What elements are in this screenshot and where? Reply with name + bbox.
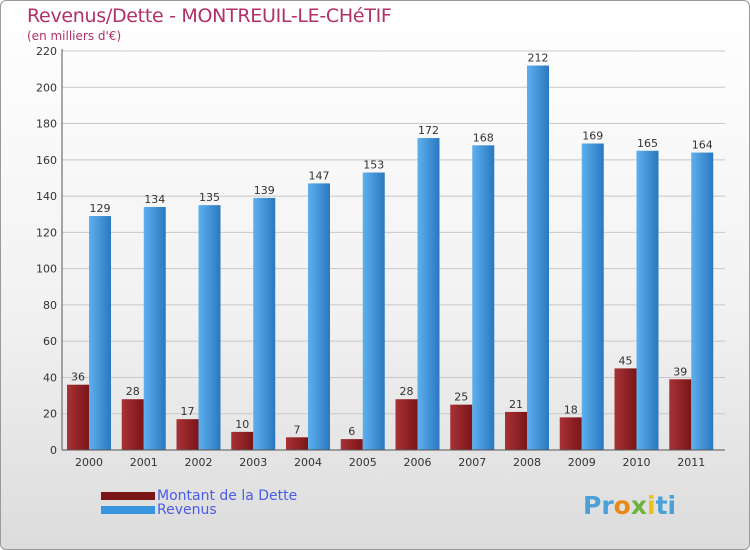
bar-dette	[395, 399, 418, 450]
data-label-dette: 18	[564, 403, 578, 416]
x-tick-label: 2007	[458, 456, 486, 469]
logo-letter: t	[655, 491, 668, 520]
y-tick-label: 180	[36, 118, 57, 131]
y-tick-label: 120	[36, 226, 57, 239]
data-label-revenus: 172	[418, 124, 439, 137]
x-tick-label: 2005	[349, 456, 377, 469]
bar-dette	[286, 437, 308, 450]
y-tick-label: 100	[36, 263, 57, 276]
bar-dette	[450, 404, 473, 450]
bar-dette	[176, 419, 199, 450]
data-label-dette: 28	[126, 385, 140, 398]
legend-swatch-dette	[101, 492, 155, 500]
axes	[61, 49, 725, 451]
data-label-dette: 6	[348, 425, 355, 438]
chart-subtitle: (en milliers d'€)	[27, 29, 122, 43]
data-label-revenus: 134	[144, 193, 165, 206]
bar-revenus	[636, 150, 659, 450]
bar-revenus	[527, 65, 549, 450]
x-tick-label: 2003	[239, 456, 267, 469]
x-tick-label: 2002	[185, 456, 213, 469]
y-tick-label: 80	[43, 299, 57, 312]
bar-revenus	[691, 152, 714, 450]
logo-letter: x	[630, 491, 647, 520]
y-tick-label: 0	[50, 444, 57, 457]
legend-label-revenus: Revenus	[157, 502, 217, 518]
data-label-revenus: 153	[363, 159, 384, 172]
data-label-revenus: 164	[692, 139, 713, 152]
data-label-dette: 25	[454, 391, 468, 404]
bar-revenus	[308, 183, 330, 451]
bar-revenus	[472, 145, 495, 451]
data-label-revenus: 168	[473, 131, 494, 144]
y-tick-label: 140	[36, 190, 57, 203]
y-tick-label: 220	[36, 45, 57, 58]
x-tick-label: 2001	[130, 456, 158, 469]
data-label-revenus: 212	[528, 52, 549, 65]
x-tick-label: 2000	[75, 456, 103, 469]
x-tick-label: 2004	[294, 456, 322, 469]
bar-revenus	[581, 143, 604, 450]
data-label-dette: 7	[294, 423, 301, 436]
data-label-revenus: 135	[199, 191, 220, 204]
logo-letter: P	[583, 491, 602, 520]
proxiti-logo: Proxiti	[583, 491, 676, 520]
data-label-dette: 45	[619, 354, 633, 367]
bar-dette	[340, 439, 363, 450]
legend-swatch-revenus	[101, 506, 155, 514]
bar-dette	[121, 399, 144, 450]
data-label-dette: 10	[235, 418, 249, 431]
logo-letter: o	[613, 491, 631, 520]
data-label-revenus: 129	[90, 202, 111, 215]
bar-dette	[67, 384, 89, 450]
bar-dette	[231, 431, 254, 450]
y-tick-label: 20	[43, 408, 57, 421]
data-label-revenus: 169	[582, 129, 603, 142]
data-label-dette: 36	[71, 371, 85, 384]
x-tick-label: 2009	[568, 456, 596, 469]
bar-revenus	[89, 216, 111, 450]
bar-revenus	[253, 197, 276, 450]
bar-revenus	[143, 206, 166, 450]
bar-dette	[669, 379, 692, 450]
data-label-dette: 21	[509, 398, 523, 411]
x-tick-label: 2011	[677, 456, 705, 469]
data-label-revenus: 147	[309, 169, 330, 182]
data-label-revenus: 165	[637, 137, 658, 150]
legend-label-dette: Montant de la Dette	[157, 488, 298, 504]
bars	[67, 65, 714, 451]
bar-revenus	[362, 172, 385, 450]
data-label-revenus: 139	[254, 184, 275, 197]
chart-title: Revenus/Dette - MONTREUIL-LE-CHéTIF	[27, 5, 392, 27]
x-tick-label: 2010	[623, 456, 651, 469]
bar-revenus	[417, 138, 440, 450]
y-tick-label: 200	[36, 81, 57, 94]
x-tick-label: 2006	[404, 456, 432, 469]
y-tick-label: 60	[43, 335, 57, 348]
logo-letter: r	[601, 491, 614, 520]
data-label-dette: 17	[181, 405, 195, 418]
x-tick-label: 2008	[513, 456, 541, 469]
y-tick-label: 40	[43, 371, 57, 384]
bar-revenus	[198, 205, 221, 450]
bar-dette	[614, 368, 637, 450]
bar-dette	[505, 411, 527, 450]
bar-dette	[559, 417, 582, 450]
data-labels: 36 129 28 134 17 135 10 139 7 147 6 153 28 172 25 168 21…	[71, 52, 713, 439]
legend-item-revenus: Revenus	[101, 502, 217, 518]
data-label-dette: 39	[673, 365, 687, 378]
x-axis-ticks: 2000 2001 2002 2003 2004 2005 2006 2007 2008 2009…	[75, 456, 705, 469]
logo-letter: i	[667, 491, 677, 520]
legend-item-dette: Montant de la Dette	[101, 488, 297, 504]
y-axis-ticks: 0 20 40 60 80 100 120 140 160 180 200 220	[36, 45, 57, 457]
y-tick-label: 160	[36, 154, 57, 167]
data-label-dette: 28	[400, 385, 414, 398]
logo-letter: i	[647, 491, 656, 520]
